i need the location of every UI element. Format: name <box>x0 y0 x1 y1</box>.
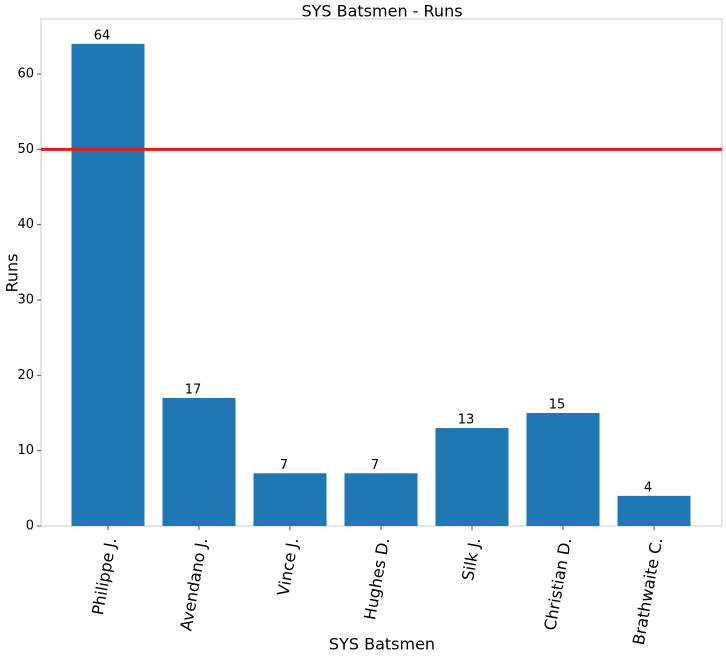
value-label: 17 <box>185 382 202 397</box>
bar <box>71 43 145 527</box>
y-tick-label: 60 <box>17 66 34 81</box>
value-label: 15 <box>549 397 566 412</box>
x-tick-label: Silk J. <box>458 536 484 582</box>
x-tick-label: Avendano J. <box>176 536 211 632</box>
y-tick-label: 10 <box>17 443 34 458</box>
chart-title: SYS Batsmen - Runs <box>301 2 462 21</box>
value-label: 7 <box>371 458 379 473</box>
y-tick-label: 30 <box>17 292 34 307</box>
y-tick-label: 40 <box>17 217 34 232</box>
value-label: 4 <box>644 480 652 495</box>
bar <box>526 412 600 526</box>
y-tick-label: 50 <box>17 142 34 157</box>
bar <box>617 495 691 526</box>
x-tick-label: Hughes D. <box>360 536 393 621</box>
x-tick-label: Brathwaite C. <box>629 536 667 646</box>
bar <box>253 473 327 526</box>
bar <box>435 428 509 526</box>
x-tick-label: Philippe J. <box>88 536 120 616</box>
bar <box>162 397 236 526</box>
x-axis-label: SYS Batsmen <box>329 635 435 654</box>
x-tick-label: Vince J. <box>273 536 302 597</box>
bar <box>344 473 418 526</box>
y-tick-label: 0 <box>26 519 34 534</box>
value-label: 64 <box>94 28 111 43</box>
y-axis-label: Runs <box>3 253 22 292</box>
value-label: 7 <box>280 458 288 473</box>
x-tick-label: Christian D. <box>540 536 575 632</box>
value-label: 13 <box>458 413 475 428</box>
y-tick-label: 20 <box>17 368 34 383</box>
